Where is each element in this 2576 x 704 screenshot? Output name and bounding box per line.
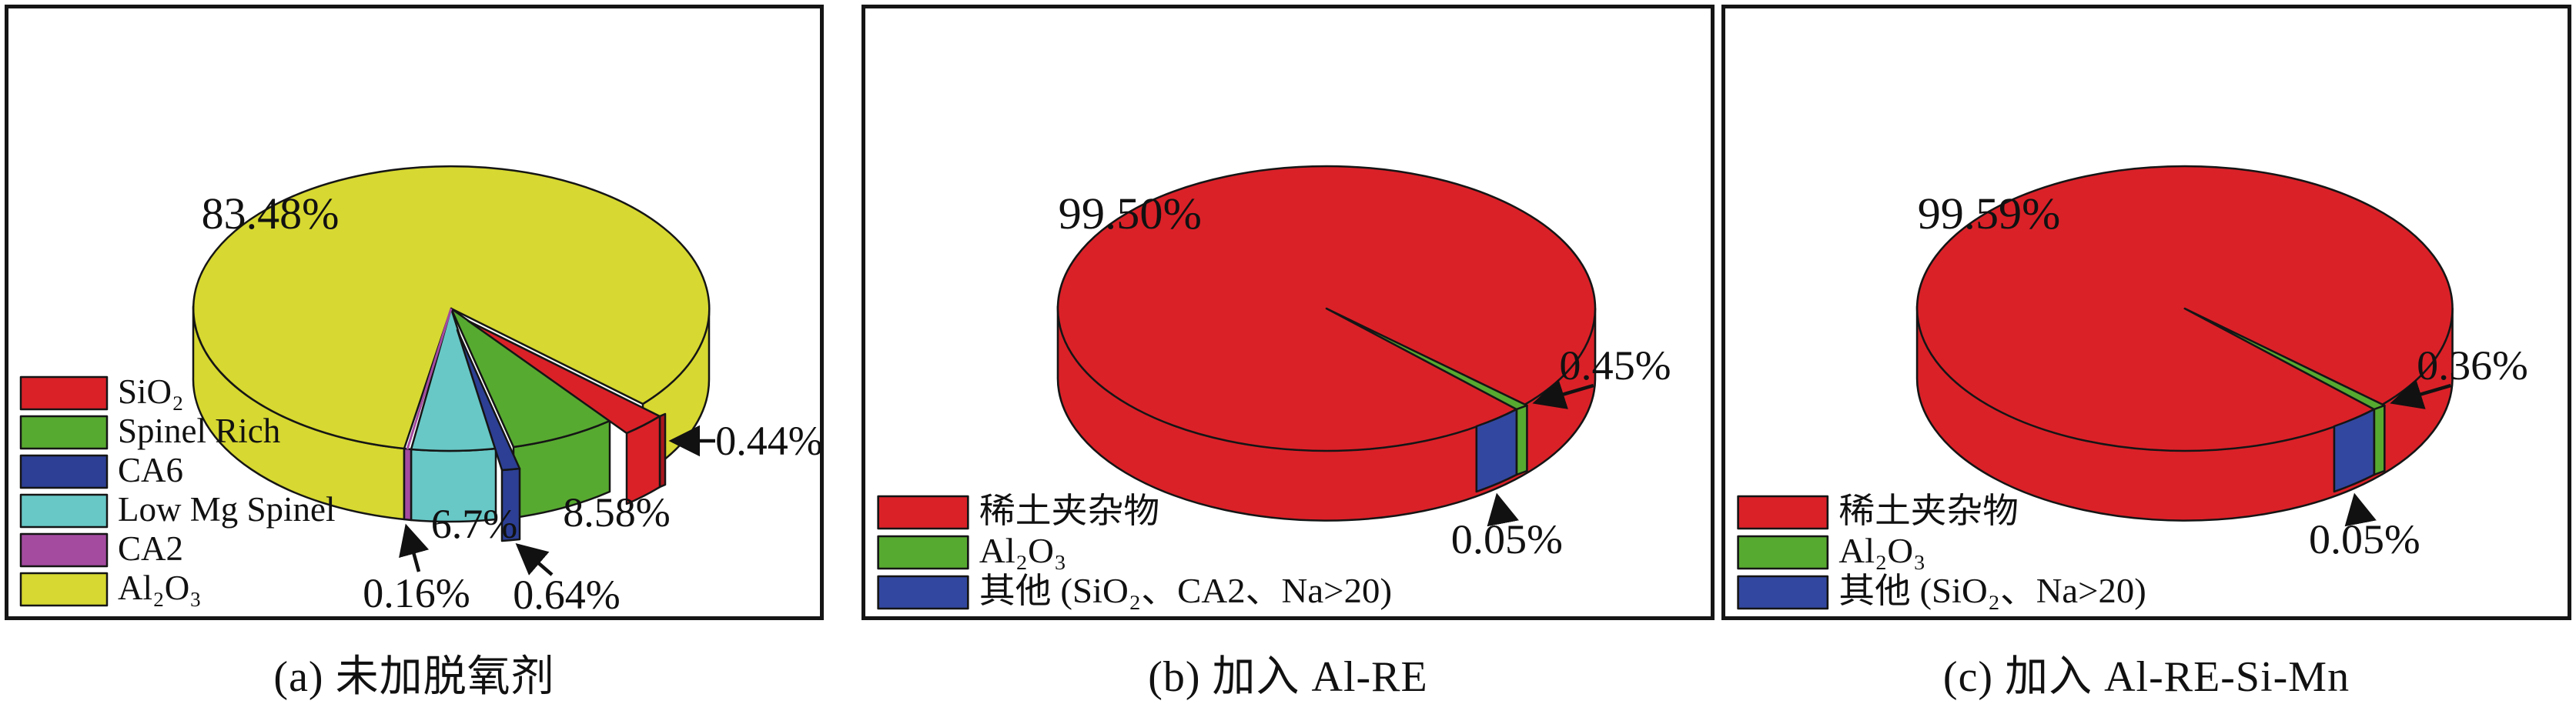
pie-chart-a: 83.48% 0.44% 8.58% 6.7% 0.16% 0.64% SiO₂… (19, 165, 820, 616)
label-ca2-pct: 0.16% (363, 570, 470, 616)
caption-c: (c) 加入 Al-RE-Si-Mn (1942, 653, 2350, 701)
legend-label-spinel-rich: Spinel Rich (118, 412, 280, 450)
legend-swatch-sio2 (19, 375, 109, 411)
caption-a: (a) 未加脱氧剂 (273, 653, 555, 701)
label-re-pct: 99.59% (1918, 189, 2061, 239)
caption-b: (b) 加入 Al-RE (1148, 653, 1428, 701)
legend-swatch-al2o3 (1737, 535, 1829, 570)
legend-label-al2o3: Al₂O₃ (1838, 532, 1925, 570)
legend-label-low-mg-spinel: Low Mg Spinel (118, 490, 336, 529)
legend-label-ca2: CA2 (118, 529, 183, 568)
label-sio2-pct: 0.44% (715, 418, 820, 464)
pie-slice-ca2-top-edge (406, 308, 453, 450)
label-other-pct: 0.05% (2309, 516, 2420, 562)
legend-label-other: 其他 (SiO₂、CA2、Na>20) (979, 572, 1392, 610)
legend-c: 稀土夹杂物 Al₂O₃ 其他 (SiO₂、Na>20) (1737, 492, 2146, 610)
pie-slice-spinel-rich-top (450, 307, 611, 449)
legend-label-al2o3: Al₂O₃ (979, 532, 1066, 570)
legend-label-re: 稀土夹杂物 (1838, 492, 2019, 530)
panel-a: 83.48% 0.44% 8.58% 6.7% 0.16% 0.64% SiO₂… (5, 5, 824, 620)
legend-label-sio2: SiO₂ (118, 372, 184, 411)
legend-swatch-other (1737, 575, 1829, 610)
pie-chart-c: 99.59% 0.36% 0.05% 稀土夹杂物 Al₂O₃ 其他 (SiO₂、… (1737, 165, 2528, 610)
legend-swatch-re (877, 495, 969, 530)
arrow-al2o3 (1532, 379, 1594, 409)
label-spinel-rich-pct: 8.58% (563, 489, 670, 536)
legend-b: 稀土夹杂物 Al₂O₃ 其他 (SiO₂、CA2、Na>20) (877, 492, 1392, 610)
label-al2o3-pct: 83.48% (202, 189, 340, 239)
label-low-mg-spinel-pct: 6.7% (431, 501, 517, 547)
panel-c: 99.59% 0.36% 0.05% 稀土夹杂物 Al₂O₃ 其他 (SiO₂、… (1721, 5, 2571, 620)
pie-slice-al2o3-edge-strip (1515, 404, 1528, 476)
legend-swatch-ca2 (19, 532, 109, 568)
label-al2o3-pct: 0.45% (1559, 342, 1671, 389)
arrow-ca2 (399, 523, 430, 572)
pie-slice-ca2-wall (403, 447, 413, 522)
legend-swatch-al2o3 (877, 535, 969, 570)
pie-slice-sio2-wall (625, 415, 661, 505)
pie-slice-al2o3-top (192, 165, 711, 450)
arrow-other (1487, 492, 1519, 527)
panel-b: 99.50% 0.45% 0.05% 稀土夹杂物 Al₂O₃ 其他 (SiO₂、… (861, 5, 1715, 620)
legend-swatch-al2o3 (19, 572, 109, 607)
legend-label-ca6: CA6 (118, 451, 183, 489)
pie-slice-al2o3-edge-strip (2373, 404, 2386, 476)
legend-label-re: 稀土夹杂物 (979, 492, 1159, 530)
legend-swatch-ca6 (19, 454, 109, 489)
pie-slice-ca6-top (456, 329, 521, 472)
legend-label-other: 其他 (SiO₂、Na>20) (1838, 572, 2146, 610)
label-re-pct: 99.50% (1059, 189, 1202, 239)
pie-chart-b: 99.50% 0.45% 0.05% 稀土夹杂物 Al₂O₃ 其他 (SiO₂、… (877, 165, 1671, 610)
legend-label-al2o3: Al₂O₃ (118, 569, 202, 607)
label-other-pct: 0.05% (1451, 516, 1563, 562)
pie-slice-other-wall (1475, 408, 1518, 493)
legend-swatch-spinel-rich (19, 415, 109, 450)
label-ca6-pct: 0.64% (513, 572, 620, 616)
arrow-ca6 (515, 543, 554, 576)
arrow-al2o3 (2390, 379, 2452, 409)
pie-slice-other-wall (2333, 408, 2376, 493)
legend-swatch-other (877, 575, 969, 610)
legend-swatch-re (1737, 495, 1829, 530)
legend-a: SiO₂ Spinel Rich CA6 Low Mg Spinel CA2 A… (19, 372, 336, 607)
arrow-other (2344, 492, 2377, 527)
legend-swatch-low-mg-spinel (19, 493, 109, 529)
label-al2o3-pct: 0.36% (2417, 342, 2528, 389)
